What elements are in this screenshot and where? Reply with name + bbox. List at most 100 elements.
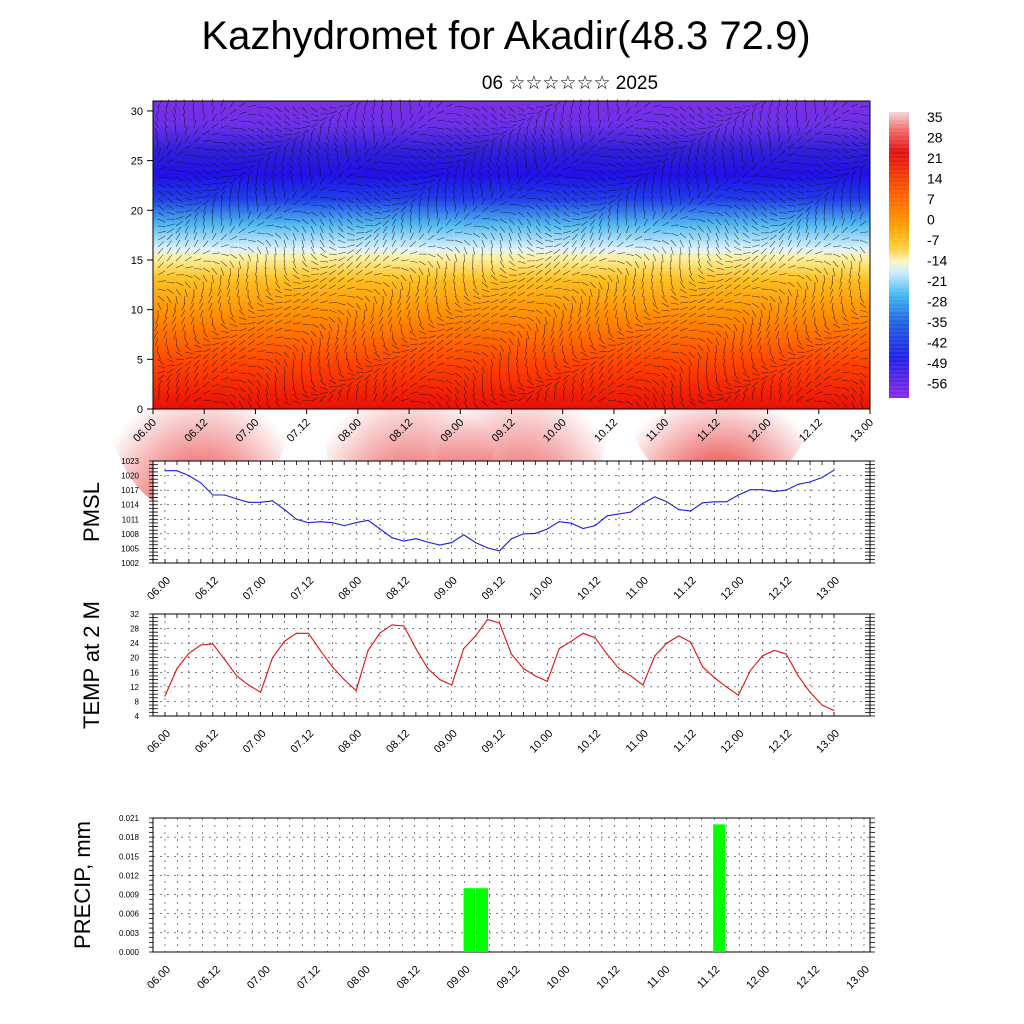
x-tick-label: 12.00: [719, 728, 747, 756]
y-tick-label: 0.021: [119, 814, 140, 823]
data-point: [259, 501, 262, 503]
colorbar-label: -21: [927, 273, 947, 289]
data-point: [666, 501, 668, 503]
y-tick-label: 5: [137, 354, 143, 366]
x-tick-label: 09.00: [432, 575, 460, 603]
y-tick-label: 0.000: [119, 948, 140, 957]
data-point: [391, 537, 393, 539]
y-tick-label: 0.003: [119, 929, 140, 938]
data-point: [486, 547, 489, 549]
y-axis-label: PMSL: [79, 482, 104, 542]
data-point: [224, 658, 226, 661]
data-point: [391, 624, 393, 626]
y-tick-label: 32: [130, 610, 139, 619]
data-point: [475, 542, 477, 544]
x-tick-label: 08.12: [395, 964, 423, 992]
data-point: [582, 527, 584, 530]
data-point: [701, 666, 704, 668]
y-tick-label: 4: [135, 712, 140, 721]
data-point: [307, 522, 309, 524]
x-tick-label: 08.00: [336, 575, 364, 603]
y-axis-label: PRECIP, mm: [70, 821, 95, 949]
data-point: [725, 686, 728, 688]
plot-frame: [152, 817, 871, 953]
data-point: [678, 635, 680, 637]
x-tick-label: 08.12: [384, 575, 412, 603]
x-tick-label: 08.00: [336, 728, 364, 756]
data-point: [319, 521, 321, 523]
y-tick-label: 0.006: [119, 910, 140, 919]
data-point: [797, 483, 799, 485]
colorbar-gradient: [889, 112, 909, 398]
x-tick-label: 09.12: [480, 575, 508, 603]
data-point: [259, 691, 262, 693]
colorbar-label: -35: [927, 314, 947, 330]
y-tick-label: 10: [131, 305, 143, 317]
data-point: [546, 528, 548, 530]
data-point: [654, 496, 656, 498]
colorbar-label: 14: [927, 171, 943, 187]
data-point: [570, 640, 572, 642]
data-point: [522, 668, 524, 670]
data-point: [188, 652, 190, 654]
y-tick-label: 20: [130, 654, 139, 663]
y-tick-label: 0: [137, 404, 143, 416]
x-tick-label: 13.00: [844, 964, 872, 992]
data-point: [833, 469, 835, 471]
y-tick-label: 15: [131, 255, 143, 267]
y-tick-label: 1002: [121, 559, 139, 568]
data-point: [654, 655, 656, 657]
data-point: [212, 494, 214, 496]
data-point: [606, 653, 608, 655]
wind-barbs: [154, 98, 869, 409]
data-point: [797, 675, 799, 677]
data-point: [236, 498, 238, 500]
minor-ticks: [149, 817, 875, 953]
data-point: [307, 632, 309, 634]
x-tick-label: 06.00: [145, 964, 173, 992]
x-tick-label: 09.00: [432, 728, 460, 756]
y-tick-label: 0.018: [119, 833, 140, 842]
y-tick-label: 1023: [121, 457, 139, 466]
x-tick-label: 10.12: [595, 964, 623, 992]
data-point: [451, 542, 453, 544]
data-point: [486, 618, 489, 621]
x-tick-label: 11.00: [624, 728, 651, 755]
data-point: [690, 641, 692, 643]
colorbar-label: 21: [927, 150, 943, 166]
y-tick-label: 20: [131, 205, 143, 217]
x-tick-label: 12.12: [766, 728, 794, 756]
x-tick-label: 07.00: [241, 728, 269, 756]
x-tick-label: 13.00: [848, 417, 876, 445]
data-point: [271, 500, 274, 502]
data-point: [331, 522, 333, 524]
x-tick-label: 08.12: [384, 728, 412, 756]
temp-panel: 4 8 12 16 20 24 28 32 06.00 06.12 07.00 07.12 08.00 0…: [79, 601, 875, 756]
x-tick-label: 12.12: [794, 964, 822, 992]
data-point: [713, 677, 716, 679]
data-point: [295, 632, 298, 634]
data-point: [534, 532, 536, 534]
x-tick-label: 09.12: [480, 728, 508, 756]
data-point: [295, 518, 298, 520]
data-point: [606, 515, 608, 517]
data-point: [367, 519, 369, 521]
data-point: [331, 666, 333, 668]
data-point: [690, 510, 692, 512]
x-tick-label: 13.00: [814, 575, 842, 603]
data-point: [630, 675, 632, 677]
x-tick-label: 10.12: [575, 575, 603, 603]
data-point: [212, 643, 214, 645]
x-tick-label: 08.00: [345, 964, 373, 992]
x-tick-label: 10.00: [527, 728, 555, 756]
precip-bar: [476, 888, 489, 952]
colorbar-label: -49: [927, 355, 947, 371]
precip-panel: 0.000 0.003 0.006 0.009 0.012 0.015 0.018 0.021…: [70, 814, 875, 992]
data-point: [439, 544, 441, 546]
data-point: [761, 655, 763, 657]
data-point: [534, 675, 536, 677]
data-point: [833, 709, 835, 712]
colorbar-label: -28: [927, 294, 947, 310]
data-point: [701, 502, 704, 504]
data-point: [367, 649, 369, 652]
